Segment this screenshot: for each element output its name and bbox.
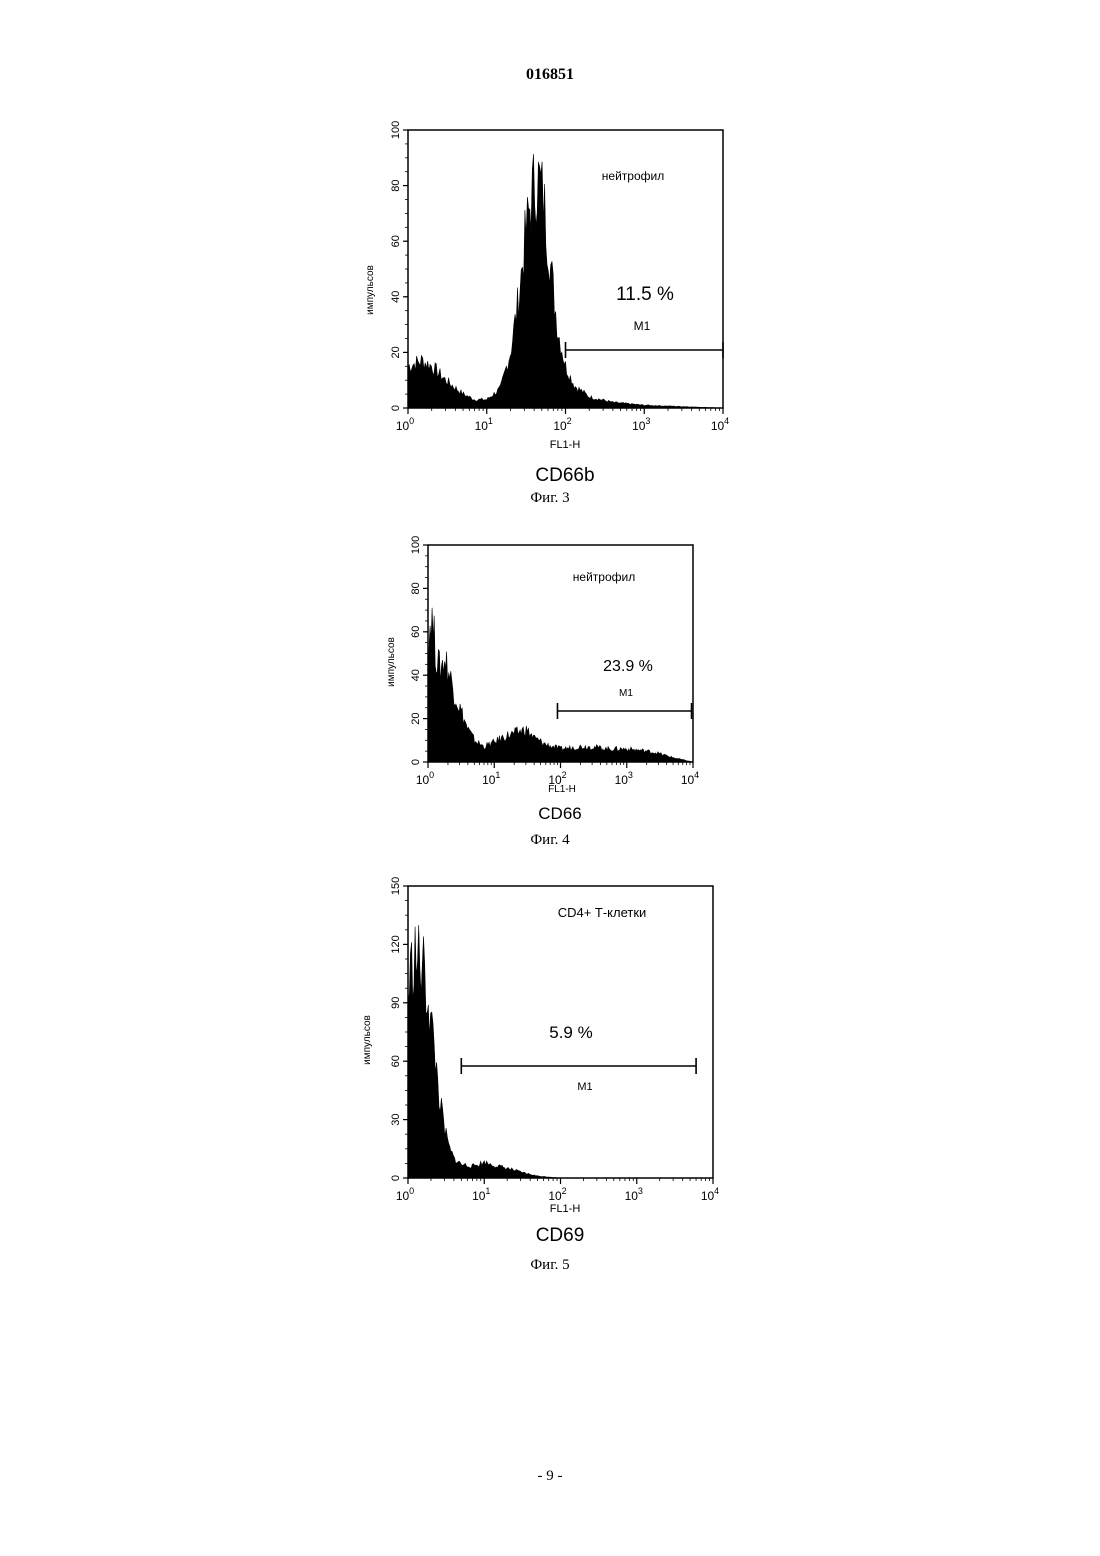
y-axis-label: импульсов: [362, 1015, 373, 1065]
gate-label: M1: [577, 1081, 592, 1093]
x-tick-label: 103: [625, 1186, 643, 1203]
y-tick-label: 60: [390, 1055, 402, 1067]
y-tick-label: 150: [390, 877, 402, 895]
x-tick-label: 101: [472, 1186, 490, 1203]
figure-caption-5: Фиг. 5: [0, 1257, 1100, 1274]
y-tick-label: 90: [390, 997, 402, 1009]
x-tick-label: 102: [548, 1186, 566, 1203]
page-number: - 9 -: [0, 1468, 1100, 1485]
histogram-fig5: 0 30 60 90 120 150 100 101 102 103 104 CD4+ Т-клет…: [0, 0, 1100, 1290]
percent-label: 5.9 %: [549, 1023, 592, 1042]
y-tick-label: 120: [390, 935, 402, 953]
y-tick-label: 0: [390, 1175, 402, 1181]
marker-label: CD69: [536, 1225, 585, 1246]
y-tick-label: 30: [390, 1113, 402, 1125]
histogram-area: [408, 925, 713, 1178]
x-tick-label: 104: [701, 1186, 719, 1203]
cell-label: CD4+ Т-клетки: [558, 905, 647, 920]
x-tick-label: 100: [396, 1186, 414, 1203]
x-axis-label: FL1-H: [550, 1203, 581, 1215]
